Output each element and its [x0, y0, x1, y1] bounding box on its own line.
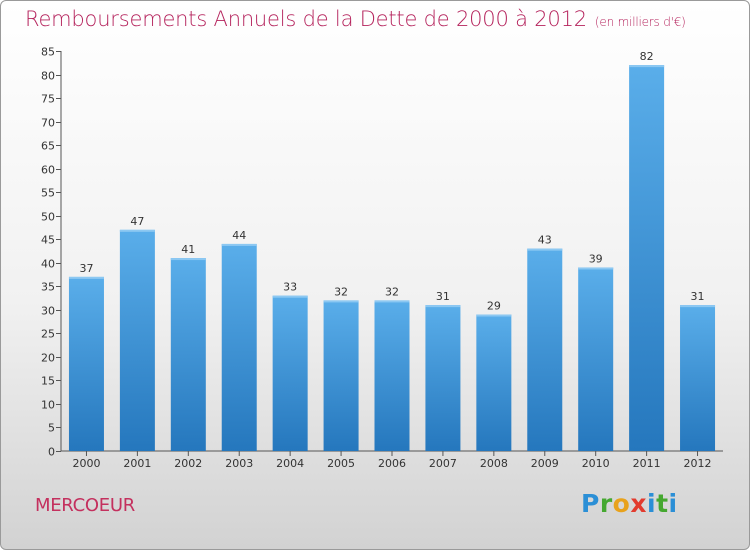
value-label: 33	[283, 281, 297, 294]
bar-top-edge	[68, 276, 104, 279]
y-tick-label: 10	[41, 399, 55, 412]
y-tick-label: 85	[41, 46, 55, 59]
chart-title: Remboursements Annuels de la Dette de 20…	[25, 7, 686, 31]
bar	[680, 305, 716, 451]
bar	[527, 248, 563, 451]
y-tick-label: 55	[41, 187, 55, 200]
value-label: 39	[589, 252, 603, 265]
x-tick-label: 2006	[378, 457, 406, 470]
value-label: 31	[436, 290, 450, 303]
bar	[578, 267, 614, 451]
bar-top-edge	[476, 314, 512, 317]
x-tick-label: 2010	[582, 457, 610, 470]
y-tick-label: 50	[41, 211, 55, 224]
chart-title-text: Remboursements Annuels de la Dette de 20…	[25, 7, 587, 31]
bar	[374, 300, 410, 451]
y-tick-label: 75	[41, 93, 55, 106]
bar	[68, 276, 104, 451]
bar-top-edge	[272, 295, 308, 298]
value-label: 41	[181, 243, 195, 256]
y-tick-label: 20	[41, 352, 55, 365]
x-axis: 2000 2001 2002 2003 2004 2005 2006 2007 2008 2009…	[61, 450, 723, 470]
value-label: 43	[538, 234, 552, 247]
bar-top-edge	[629, 65, 665, 68]
x-tick-label: 2012	[684, 457, 712, 470]
place-name: MERCOEUR	[35, 495, 135, 516]
x-tick-label: 2003	[225, 457, 253, 470]
proxiti-logo: Proxiti	[581, 489, 678, 518]
bar	[629, 65, 665, 451]
logo-letter: i	[647, 489, 657, 518]
y-tick-label: 70	[41, 117, 55, 130]
bar-top-edge	[527, 248, 563, 251]
bar	[272, 295, 308, 451]
x-tick-label: 2000	[72, 457, 100, 470]
x-tick-label: 2004	[276, 457, 304, 470]
logo-letter: t	[656, 489, 669, 518]
chart-subtitle: (en milliers d'€)	[594, 15, 686, 29]
value-label: 32	[334, 285, 348, 298]
bar-top-edge	[425, 305, 461, 308]
bar	[425, 305, 461, 451]
value-label: 37	[79, 262, 93, 275]
y-tick-label: 35	[41, 281, 55, 294]
value-label: 82	[640, 50, 654, 63]
y-tick-label: 0	[48, 446, 55, 459]
y-axis: 0 5 10 15 20 25 30 35 40 45 50 55 60 65 70 75 80 85	[41, 46, 62, 459]
logo-letter: x	[630, 489, 647, 518]
bar-top-edge	[323, 300, 359, 303]
bar-top-edge	[374, 300, 410, 303]
logo-letter: i	[668, 489, 678, 518]
bar	[119, 229, 155, 451]
x-tick-label: 2005	[327, 457, 355, 470]
value-label: 31	[691, 290, 705, 303]
value-label: 44	[232, 229, 246, 242]
value-label: 32	[385, 285, 399, 298]
y-tick-label: 40	[41, 258, 55, 271]
logo-letter: P	[581, 489, 600, 518]
y-tick-label: 65	[41, 140, 55, 153]
x-tick-label: 2008	[480, 457, 508, 470]
bar-top-edge	[221, 243, 257, 246]
logo-letter: o	[612, 489, 631, 518]
y-tick-label: 25	[41, 328, 55, 341]
bar	[221, 243, 257, 451]
x-tick-label: 2011	[633, 457, 661, 470]
y-tick-label: 15	[41, 375, 55, 388]
bar	[170, 258, 206, 451]
bar-top-edge	[170, 258, 206, 261]
x-tick-label: 2002	[174, 457, 202, 470]
bar-top-edge	[119, 229, 155, 232]
value-label: 47	[130, 215, 144, 228]
bar-top-edge	[578, 267, 614, 270]
x-tick-label: 2009	[531, 457, 559, 470]
bars: 37 47 41 44 33 32 32 31 29 43 39 82 31	[68, 50, 716, 451]
x-tick-label: 2007	[429, 457, 457, 470]
y-tick-label: 30	[41, 305, 55, 318]
logo-letter: r	[599, 489, 613, 518]
y-tick-label: 45	[41, 234, 55, 247]
value-label: 29	[487, 300, 501, 313]
y-tick-label: 60	[41, 164, 55, 177]
y-tick-label: 5	[48, 422, 55, 435]
bar-top-edge	[680, 305, 716, 308]
bar	[323, 300, 359, 451]
y-tick-label: 80	[41, 70, 55, 83]
bar	[476, 314, 512, 451]
x-tick-label: 2001	[123, 457, 151, 470]
